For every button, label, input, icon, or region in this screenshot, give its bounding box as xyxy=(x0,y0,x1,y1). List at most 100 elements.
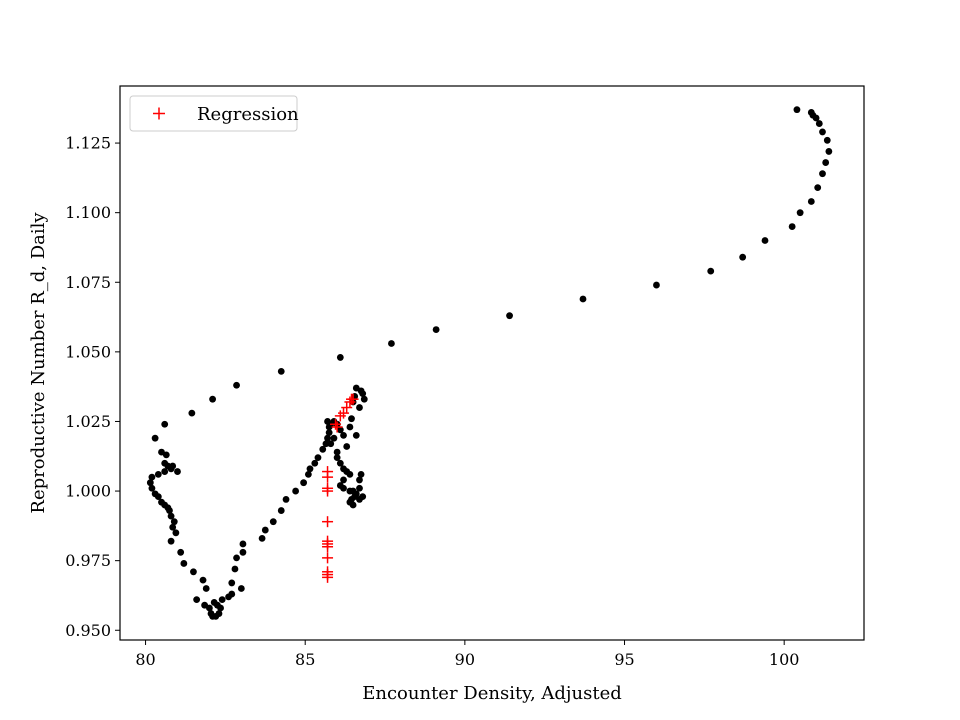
data-point xyxy=(218,596,226,604)
data-point xyxy=(356,404,363,411)
data-point xyxy=(349,501,357,509)
data-point xyxy=(825,148,833,155)
data-point xyxy=(336,354,344,361)
data-point xyxy=(333,448,341,456)
x-tick-label: 95 xyxy=(614,650,634,669)
regression-point xyxy=(346,393,357,405)
data-point xyxy=(322,440,330,448)
data-point xyxy=(352,431,360,439)
data-point xyxy=(340,431,347,439)
data-point xyxy=(169,462,177,470)
y-tick-label: 1.075 xyxy=(65,273,111,292)
data-point xyxy=(154,470,162,478)
y-axis-label: Reproductive Number R_d, Daily xyxy=(28,212,49,514)
data-point xyxy=(304,470,312,478)
data-point xyxy=(231,565,239,573)
data-point xyxy=(193,596,201,604)
data-point xyxy=(340,476,347,484)
data-point xyxy=(311,459,319,467)
data-point xyxy=(346,423,354,431)
data-point xyxy=(146,479,154,487)
data-point xyxy=(162,451,170,459)
data-point xyxy=(343,443,351,450)
data-point xyxy=(336,459,344,467)
data-point xyxy=(209,395,217,403)
data-point xyxy=(237,585,245,592)
data-point xyxy=(148,484,156,492)
regression-point xyxy=(330,418,342,430)
data-point xyxy=(174,468,181,475)
data-point xyxy=(356,476,363,484)
data-point xyxy=(233,554,240,562)
data-point xyxy=(206,604,213,612)
data-point xyxy=(188,409,196,417)
data-point xyxy=(348,415,355,423)
data-point xyxy=(388,340,395,347)
regression-point xyxy=(322,471,334,483)
data-point xyxy=(151,434,159,442)
data-point xyxy=(210,599,218,606)
plot-background xyxy=(120,86,864,640)
data-point xyxy=(327,440,335,448)
data-point xyxy=(793,106,801,114)
data-point xyxy=(819,170,826,178)
data-point xyxy=(199,576,207,584)
regression-point xyxy=(344,396,356,408)
legend-box xyxy=(129,95,298,132)
data-marks xyxy=(146,106,833,620)
data-point xyxy=(356,484,363,492)
data-point xyxy=(796,209,804,217)
x-tick-label: 100 xyxy=(769,650,800,669)
data-point xyxy=(180,560,188,567)
data-point xyxy=(239,540,247,548)
data-point xyxy=(340,484,347,492)
y-axis-ticks: 0.950 0.975 1.000 1.025 1.050 1.075 1.100 1.125 xyxy=(65,134,120,640)
data-point xyxy=(314,454,322,462)
data-point xyxy=(161,468,169,475)
regression-point xyxy=(322,516,334,528)
data-point xyxy=(823,136,831,144)
data-point xyxy=(330,434,338,442)
legend-marker-plus xyxy=(153,107,165,120)
data-point xyxy=(761,237,769,244)
data-point xyxy=(261,526,269,534)
regression-point xyxy=(322,485,334,497)
data-point xyxy=(239,548,247,556)
data-point xyxy=(359,493,367,501)
y-tick-label: 1.100 xyxy=(65,203,111,222)
data-point xyxy=(166,507,173,514)
plot-frame xyxy=(119,85,865,641)
data-point xyxy=(739,253,747,261)
data-point xyxy=(282,496,290,503)
data-point xyxy=(336,426,344,434)
data-point xyxy=(346,470,354,478)
x-axis-ticks: 80 85 90 95 100 xyxy=(135,640,799,669)
regression-point xyxy=(341,402,353,414)
data-point xyxy=(432,326,440,333)
data-point xyxy=(167,537,175,545)
regression-point xyxy=(322,552,334,564)
y-tick-label: 0.950 xyxy=(65,621,111,640)
regression-point xyxy=(331,421,343,433)
regression-point xyxy=(334,410,346,422)
data-point xyxy=(190,568,197,576)
data-point xyxy=(807,198,815,205)
data-point xyxy=(169,523,177,531)
data-point xyxy=(170,518,178,526)
data-point xyxy=(277,367,285,375)
data-point xyxy=(357,470,365,478)
data-point xyxy=(154,493,162,501)
data-point xyxy=(300,479,308,487)
data-point xyxy=(202,585,210,592)
x-tick-label: 80 xyxy=(135,650,155,669)
data-point xyxy=(333,454,341,462)
data-point xyxy=(167,512,175,520)
legend: Regression xyxy=(129,95,299,132)
data-point xyxy=(812,114,820,122)
data-point xyxy=(215,610,223,617)
data-point xyxy=(815,120,823,127)
y-tick-label: 0.975 xyxy=(65,551,111,570)
legend-label-regression: Regression xyxy=(197,104,299,125)
data-point xyxy=(506,312,513,320)
